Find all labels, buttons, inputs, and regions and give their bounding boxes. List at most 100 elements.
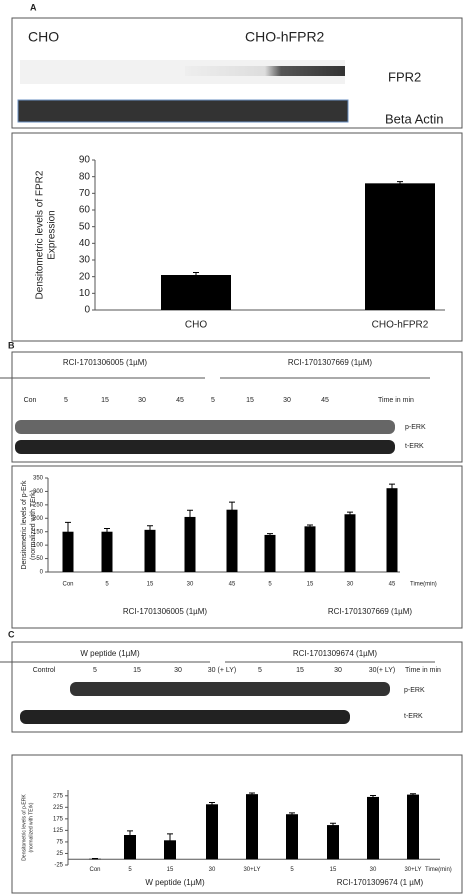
lane-label: Control [33,667,56,674]
x-tick-label: 5 [128,867,132,873]
y-tick-label: 200 [33,516,44,522]
bar [386,488,398,572]
error-bar [147,525,153,535]
bar [264,534,276,572]
error-bar [330,822,336,828]
lane-label: 5 [258,667,262,674]
error-bar [389,483,395,493]
group-label: RCI-1701309674 (1µM) [293,649,378,658]
panel-label: B [8,340,15,350]
y-tick-label: 125 [53,828,64,834]
error-bar [193,272,199,278]
group-label: RCI-1701309674 (1 µM) [337,878,424,887]
blot-bands [15,420,395,454]
lane-label: 45 [176,397,184,404]
y-tick-label: 70 [79,188,91,199]
x-tick-label: 15 [330,867,337,873]
y-axis-label: (normalized with TErk) [30,490,37,560]
error-bar [347,511,353,517]
y-tick-label: 100 [33,543,44,549]
y-tick-label: 80 [79,171,91,182]
y-tick-label: 60 [79,205,91,216]
lane-label: CHO-hFPR2 [245,29,325,45]
blot-frame [11,641,463,733]
band-label: p-ERK [404,687,425,694]
band-label: Beta Actin [385,111,444,126]
y-tick-label: -25 [54,863,63,869]
blot-frame [11,17,463,129]
y-tick-label: 75 [56,840,63,846]
error-bar [65,521,71,542]
x-tick-label: Con [89,867,100,873]
chart-frame [11,132,463,342]
y-axis-label: Densitometric levels of FPR2 [35,170,46,299]
x-axis-label: Time(min) [425,867,452,873]
lane-label: CHO [28,29,59,45]
x-tick-label: 45 [229,582,236,588]
lane-label: Con [24,397,37,404]
blot-band [185,66,345,76]
chart-frame [11,754,463,894]
y-tick-label: 250 [33,502,44,508]
lane-label: 30 (+ LY) [208,667,236,674]
bar [184,516,196,572]
error-bar [267,533,273,537]
y-tick-label: 30 [79,255,91,266]
bar [144,529,156,572]
panel-label: A [30,2,37,12]
y-tick-label: 225 [53,805,64,811]
error-bar [370,795,376,799]
error-bar [127,830,133,840]
x-tick-label: 5 [290,867,294,873]
y-axis-label: (normalized with TErk) [28,802,34,852]
error-bar [307,524,313,529]
error-bar [209,801,215,807]
bar [164,840,176,860]
bar [161,275,231,310]
bar [226,509,238,572]
x-tick-label: 30 [187,582,194,588]
group-label: W peptide (1µM) [80,649,140,658]
x-tick-label: 15 [167,867,174,873]
y-tick-label: 10 [79,288,91,299]
y-axis-label: Expression [47,210,58,259]
x-tick-label: 15 [147,582,154,588]
bar [344,514,356,572]
bar [304,526,316,572]
x-tick-label: 30 [370,867,377,873]
lane-label: 30 [334,667,342,674]
x-tick-label: CHO-hFPR2 [372,320,429,331]
x-tick-label: 45 [389,582,396,588]
y-tick-label: 350 [33,476,44,482]
x-tick-label: 30 [347,582,354,588]
blot-band [17,99,349,123]
x-tick-label: 30 [209,867,216,873]
bar [365,183,435,310]
error-bar [249,792,255,796]
y-tick-label: 175 [53,816,64,822]
chart-frame [11,465,463,629]
error-bar [167,833,173,848]
band-label: FPR2 [388,69,421,84]
lane-label: 30 [174,667,182,674]
x-tick-label: 5 [105,582,109,588]
error-bar [187,509,193,525]
bar [367,796,379,860]
y-tick-label: 25 [56,851,63,857]
y-tick-label: 50 [79,221,91,232]
y-tick-label: 275 [53,793,64,799]
error-bar [397,181,403,186]
y-tick-label: 20 [79,271,91,282]
bar [286,814,298,860]
bar [246,794,258,860]
y-tick-label: 300 [33,489,44,495]
panel-label: C [8,629,15,639]
band-label: t-ERK [405,443,424,450]
group-label: RCI-1701307669 (1µM) [288,358,373,367]
time-label: Time in min [405,667,441,674]
x-tick-label: 5 [268,582,272,588]
y-tick-label: 50 [36,556,43,562]
lane-label: 15 [246,397,254,404]
lane-label: 30 [283,397,291,404]
